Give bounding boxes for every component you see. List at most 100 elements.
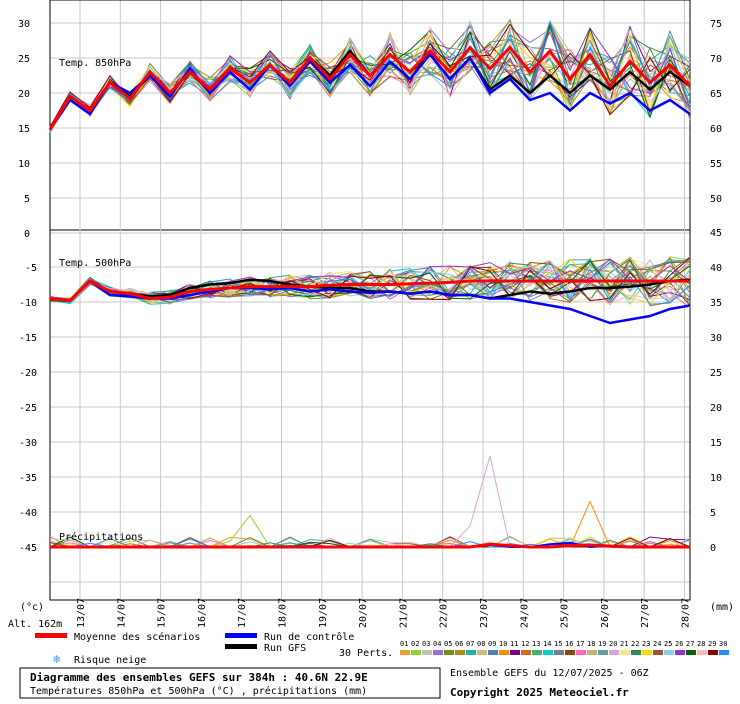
pert-label: 01 [400, 640, 408, 648]
pert-label: 08 [477, 640, 485, 648]
t850-right-tick: 50 [710, 194, 722, 205]
pert-label: 06 [455, 640, 463, 648]
pert-label: 30 [719, 640, 727, 648]
legend-mean-label: Moyenne des scénarios [74, 631, 200, 643]
pert-swatch [653, 650, 663, 655]
pert-swatch [664, 650, 674, 655]
footer-ensemble: Ensemble GEFS du 12/07/2025 - 06Z [450, 668, 649, 679]
x-tick-label: 28/07 [681, 598, 692, 628]
pert-swatch [499, 650, 509, 655]
precip-title: Précipitations [59, 531, 143, 543]
pert-label: 17 [576, 640, 584, 648]
t850-left-tick: 10 [18, 159, 30, 170]
pert-swatch [719, 650, 729, 655]
x-tick-label: 26/07 [600, 598, 611, 628]
t850-right-tick: 65 [710, 89, 722, 100]
t500-left-tick: -25 [19, 403, 37, 414]
pert-swatch [543, 650, 553, 655]
pert-label: 12 [521, 640, 529, 648]
t500-left-tick: -20 [19, 368, 37, 379]
t500-title: Temp. 500hPa [59, 258, 131, 269]
main-series [48, 45, 692, 549]
pert-swatch [444, 650, 454, 655]
pert-swatch [422, 650, 432, 655]
pert-label: 26 [675, 640, 683, 648]
pert-label: 02 [411, 640, 419, 648]
legend-gfs-label: Run GFS [264, 643, 306, 654]
pert-swatch [708, 650, 718, 655]
pert-label: 21 [620, 640, 628, 648]
pert-swatch [631, 650, 641, 655]
x-tick-label: 23/07 [479, 598, 490, 628]
x-tick-label: 25/07 [560, 598, 571, 628]
t850-right-tick: 55 [710, 159, 722, 170]
x-tick-label: 24/07 [519, 598, 530, 628]
pert-swatch [554, 650, 564, 655]
x-tick-label: 21/07 [398, 598, 409, 628]
t850-right-tick: 60 [710, 124, 722, 135]
pert-label: 03 [422, 640, 430, 648]
precip-mean-line [50, 542, 690, 549]
t500-gfs-line [49, 278, 691, 302]
t500-right-tick: 35 [710, 298, 722, 309]
pert-swatch [609, 650, 619, 655]
unit-left: (°c) [20, 602, 44, 613]
x-tick-label: 17/07 [237, 598, 248, 628]
legend-mean-swatch [35, 633, 67, 638]
pert-label: 10 [499, 640, 507, 648]
t500-left-tick: -5 [25, 263, 37, 274]
t850-left-tick: 25 [18, 54, 30, 65]
t850-left-tick: 20 [18, 89, 30, 100]
pert-swatch [466, 650, 476, 655]
legend-snow-label: Risque neige [74, 655, 146, 666]
pert-label: 19 [598, 640, 606, 648]
pert-label: 15 [554, 640, 562, 648]
x-tick-label: 22/07 [439, 598, 450, 628]
x-tick-label: 13/07 [76, 598, 87, 628]
pert-swatch [532, 650, 542, 655]
x-tick-label: 15/07 [157, 598, 168, 628]
t500-right-tick: 45 [710, 228, 722, 239]
pert-swatch [433, 650, 443, 655]
x-tick-label: 20/07 [358, 598, 369, 628]
t500-right-tick: 25 [710, 368, 722, 379]
pert-label: 04 [433, 640, 441, 648]
t500-right-tick: 10 [710, 473, 722, 484]
t500-mean-line [49, 279, 690, 303]
pert-swatch [620, 650, 630, 655]
altitude-label: Alt. 162m [8, 619, 62, 630]
x-tick-label: 19/07 [318, 598, 329, 628]
t850-mean-line [48, 45, 692, 131]
grid [49, 0, 691, 601]
pert-label: 18 [587, 640, 595, 648]
legend-control-swatch [225, 633, 257, 638]
pert-label: 28 [697, 640, 705, 648]
pert-label: 11 [510, 640, 518, 648]
pert-swatch [576, 650, 586, 655]
pert-label: 22 [631, 640, 639, 648]
t850-title: Temp. 850hPa [59, 58, 131, 69]
x-tick-label: 18/07 [278, 598, 289, 628]
pert-swatch [510, 650, 520, 655]
pert-swatch [477, 650, 487, 655]
pert-swatch [697, 650, 707, 655]
t500-right-tick: 20 [710, 403, 722, 414]
t850-right-tick: 70 [710, 54, 722, 65]
t500-right-tick: 0 [710, 543, 716, 554]
pert-swatch [565, 650, 575, 655]
pert-label: 23 [642, 640, 650, 648]
footer-subtitle: Températures 850hPa et 500hPa (°C) , pré… [30, 685, 367, 697]
legend: Moyenne des scénarios Run de contrôle Ru… [35, 631, 729, 666]
t500-right-tick: 15 [710, 438, 722, 449]
snowflake-icon: ❄ [53, 652, 60, 666]
t500-right-tick: 5 [710, 508, 716, 519]
pert-swatch [675, 650, 685, 655]
pert-swatch [400, 650, 410, 655]
pert-swatch [455, 650, 465, 655]
t500-left-tick: -35 [19, 473, 37, 484]
pert-swatch [521, 650, 531, 655]
pert-label: 27 [686, 640, 694, 648]
t850-left-tick: 30 [18, 19, 30, 30]
axis-ticks: 302520151050757065605550-5-10-15-20-25-3… [18, 19, 722, 628]
